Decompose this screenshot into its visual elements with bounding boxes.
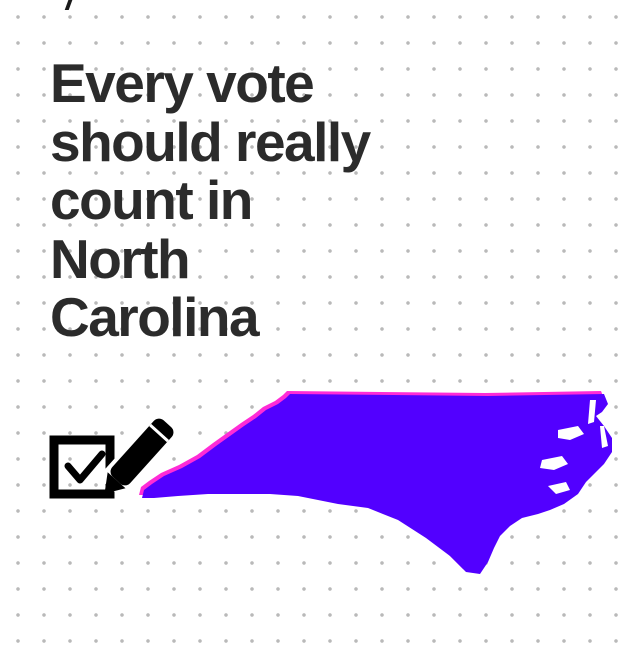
- headline-line-2: should really: [50, 110, 371, 173]
- headline-line-5: Carolina: [50, 286, 260, 348]
- headline-line-4: North: [50, 227, 191, 290]
- headline-line-1: Every vote: [50, 52, 315, 114]
- state-fill: [142, 394, 612, 574]
- north-carolina-map: [139, 391, 612, 574]
- checkbox-with-pen-icon: [49, 408, 182, 499]
- partial-glyph-top: [44, 0, 84, 10]
- headline-line-3: count in: [50, 169, 253, 231]
- headline: Every vote should really count in North …: [50, 54, 470, 347]
